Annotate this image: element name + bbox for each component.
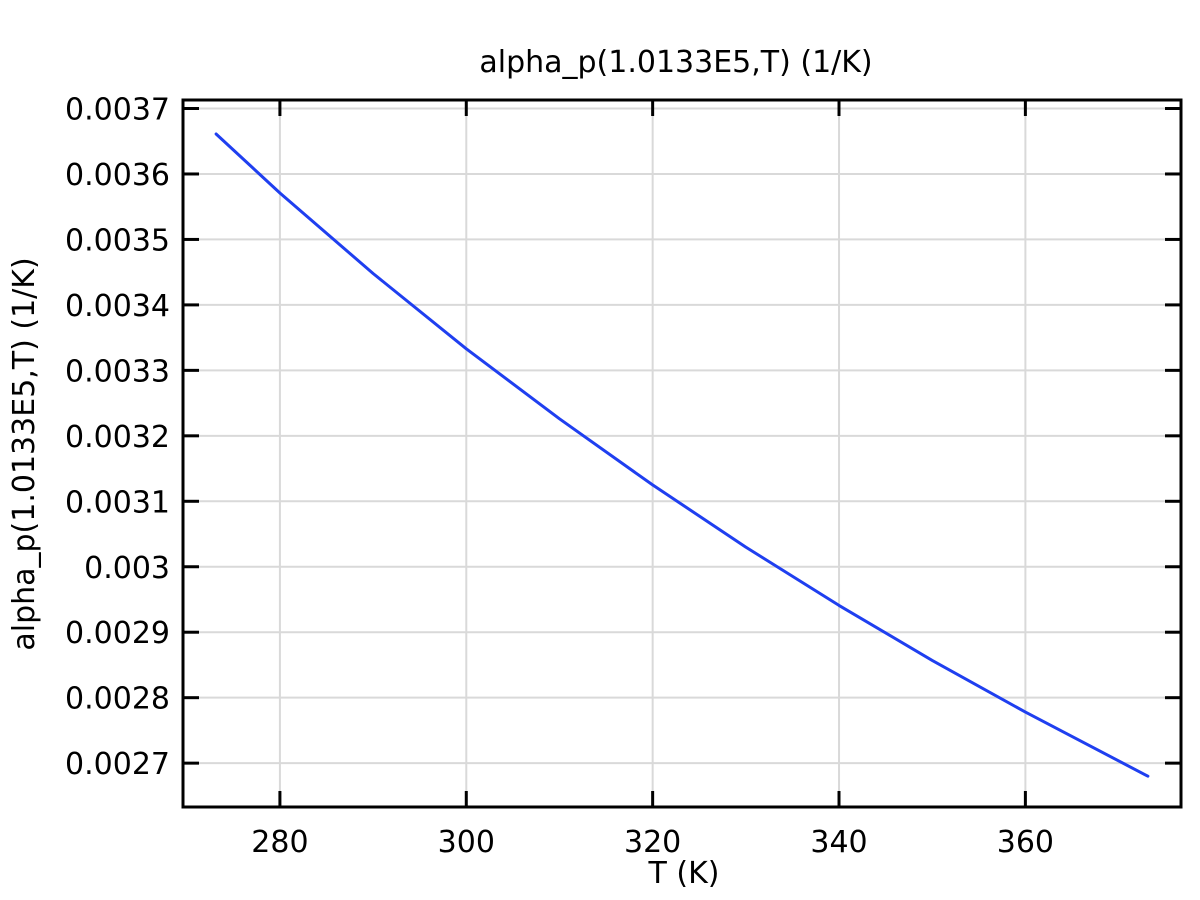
- chart-title: alpha_p(1.0133E5,T) (1/K): [479, 45, 872, 80]
- y-tick-label: 0.003: [84, 551, 170, 586]
- y-tick-label: 0.0032: [65, 420, 170, 455]
- grid-lines: [183, 100, 1181, 807]
- x-tick-label: 320: [624, 825, 681, 860]
- x-tick-label: 280: [251, 825, 308, 860]
- y-tick-label: 0.0031: [65, 485, 170, 520]
- y-tick-label: 0.0037: [65, 93, 170, 128]
- tick-marks: [183, 100, 1181, 807]
- plot-frame: [181, 98, 1183, 809]
- x-axis-title: T (K): [648, 856, 720, 891]
- y-tick-label: 0.0034: [65, 289, 170, 324]
- y-tick-label: 0.0029: [65, 616, 170, 651]
- tick-labels: 280 300 320 340 360 0.0027 0.0028 0.0029 0.003 0.…: [65, 93, 1054, 860]
- y-tick-label: 0.0033: [65, 354, 170, 389]
- x-tick-label: 340: [810, 825, 867, 860]
- x-tick-label: 360: [997, 825, 1054, 860]
- y-tick-label: 0.0036: [65, 158, 170, 193]
- y-tick-label: 0.0035: [65, 223, 170, 258]
- y-tick-label: 0.0028: [65, 682, 170, 717]
- x-tick-label: 300: [438, 825, 495, 860]
- series-line: [214, 132, 1150, 778]
- y-axis-title: alpha_p(1.0133E5,T) (1/K): [7, 257, 42, 650]
- series-layer: [214, 132, 1150, 778]
- y-tick-label: 0.0027: [65, 747, 170, 782]
